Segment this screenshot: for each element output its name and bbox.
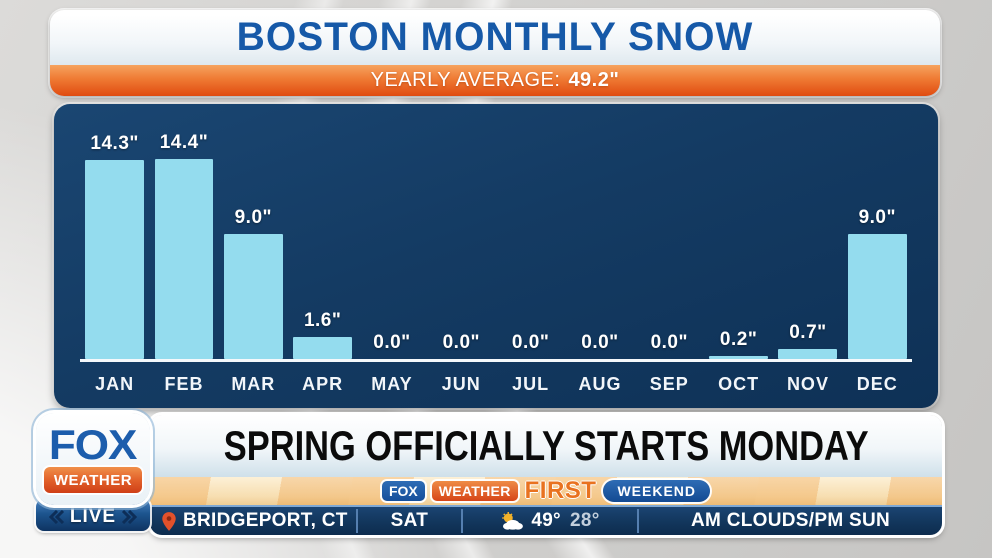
ticker-location: BRIDGEPORT, CT (183, 510, 348, 531)
lower-third: SPRING OFFICIALLY STARTS MONDAY FOX WEAT… (150, 415, 942, 535)
month-label: AUG (578, 373, 622, 394)
headline-band: SPRING OFFICIALLY STARTS MONDAY (150, 415, 942, 477)
yearly-average-value: 49.2" (568, 69, 620, 91)
bar-value-label: 0.0" (373, 332, 411, 353)
ticker-divider (637, 509, 640, 533)
bar-column: 0.0" (635, 118, 704, 359)
yearly-average-band: YEARLY AVERAGE: 49.2" (50, 65, 940, 96)
month-label: APR (302, 373, 344, 394)
weather-ticker: BRIDGEPORT, CT SAT 49° 28° AM CLOUDS/PM … (150, 505, 942, 535)
title-band: BOSTON MONTHLY SNOW (50, 10, 940, 65)
bar (847, 234, 907, 359)
headline: SPRING OFFICIALLY STARTS MONDAY (223, 422, 869, 469)
bars-row: 14.3" 14.4" 9.0" 1.6" 0.0" 0.0" 0.0" 0.0" 0.0" 0.… (80, 118, 912, 362)
strip-fox-chip: FOX (381, 481, 425, 501)
bar-value-label: 1.6" (303, 310, 342, 331)
bar-value-label: 0.0" (581, 332, 619, 353)
bar-column: 14.4" (149, 118, 218, 359)
ticker-divider (460, 509, 463, 533)
yearly-average-label: YEARLY AVERAGE: (370, 69, 561, 91)
ticker-low-temp: 28° (569, 510, 600, 531)
ticker-divider (355, 509, 358, 533)
bar-column: 1.6" (288, 118, 357, 359)
chevron-right-icon (121, 510, 138, 524)
bar-column: 0.2" (704, 118, 773, 359)
bar-column: 14.3" (80, 118, 149, 359)
live-label: LIVE (69, 506, 117, 527)
location-pin-icon (162, 511, 176, 531)
partly-cloudy-icon (500, 512, 524, 530)
strip-weekend-pill: WEEKEND (603, 480, 710, 502)
bar-value-label: 0.0" (442, 332, 481, 353)
ticker-condition-segment: AM CLOUDS/PM SUN (639, 507, 942, 535)
month-label: DEC (856, 373, 898, 394)
strip-first-label: FIRST (524, 477, 597, 504)
bar-value-label: 0.2" (719, 329, 758, 350)
month-label: JUL (512, 373, 550, 394)
bar-column: 9.0" (843, 118, 912, 359)
bar-column: 0.0" (565, 118, 634, 359)
ticker-day-segment: SAT (358, 507, 461, 535)
month-label: MAR (231, 373, 276, 394)
fox-weather-logo: FOX WEATHER (36, 413, 150, 505)
chevron-left-icon (48, 510, 65, 524)
bar-value-label: 9.0" (858, 207, 896, 228)
bar-value-label: 0.0" (511, 332, 550, 353)
bar-column: 0.0" (427, 118, 496, 359)
bar (709, 356, 769, 359)
weather-logo-text: WEATHER (44, 467, 142, 493)
ticker-day: SAT (390, 510, 429, 531)
bar-value-label: 0.7" (789, 322, 827, 343)
bar-value-label: 9.0" (234, 207, 273, 228)
month-label: OCT (718, 373, 760, 394)
month-label: JAN (95, 373, 135, 394)
bar (293, 337, 353, 359)
station-branding: FOX WEATHER LIVE (36, 413, 150, 531)
month-label: MAY (371, 373, 413, 394)
page-title: BOSTON MONTHLY SNOW (236, 15, 754, 59)
bar (223, 234, 283, 359)
bar (85, 160, 145, 359)
month-label: FEB (164, 373, 204, 394)
show-brand-strip: FOX WEATHER FIRST WEEKEND (150, 477, 942, 505)
ticker-temp-segment: 49° 28° (463, 507, 637, 535)
bar-value-label: 14.4" (159, 132, 209, 153)
ticker-condition: AM CLOUDS/PM SUN (691, 510, 891, 531)
bar-column: 0.7" (773, 118, 842, 359)
bar-value-label: 0.0" (650, 332, 688, 353)
bar (154, 159, 214, 359)
month-label: NOV (786, 373, 829, 394)
ticker-high-temp: 49° (531, 510, 561, 531)
fox-logo-text: FOX (49, 421, 138, 468)
snow-bar-chart: 14.3" 14.4" 9.0" 1.6" 0.0" 0.0" 0.0" 0.0" 0.0" 0.… (54, 104, 938, 408)
month-label: SEP (649, 373, 689, 394)
bar-column: 9.0" (219, 118, 288, 359)
bar-column: 0.0" (357, 118, 426, 359)
title-banner: BOSTON MONTHLY SNOW YEARLY AVERAGE: 49.2… (50, 10, 940, 96)
bar (778, 349, 838, 359)
months-row: JAN FEB MAR APR MAY JUN JUL AUG SEP OCT NOV DEC (80, 370, 912, 398)
ticker-location-segment: BRIDGEPORT, CT (150, 507, 356, 535)
bar-column: 0.0" (496, 118, 565, 359)
strip-weather-chip: WEATHER (431, 481, 518, 501)
month-label: JUN (441, 373, 481, 394)
bar-value-label: 14.3" (90, 133, 139, 154)
